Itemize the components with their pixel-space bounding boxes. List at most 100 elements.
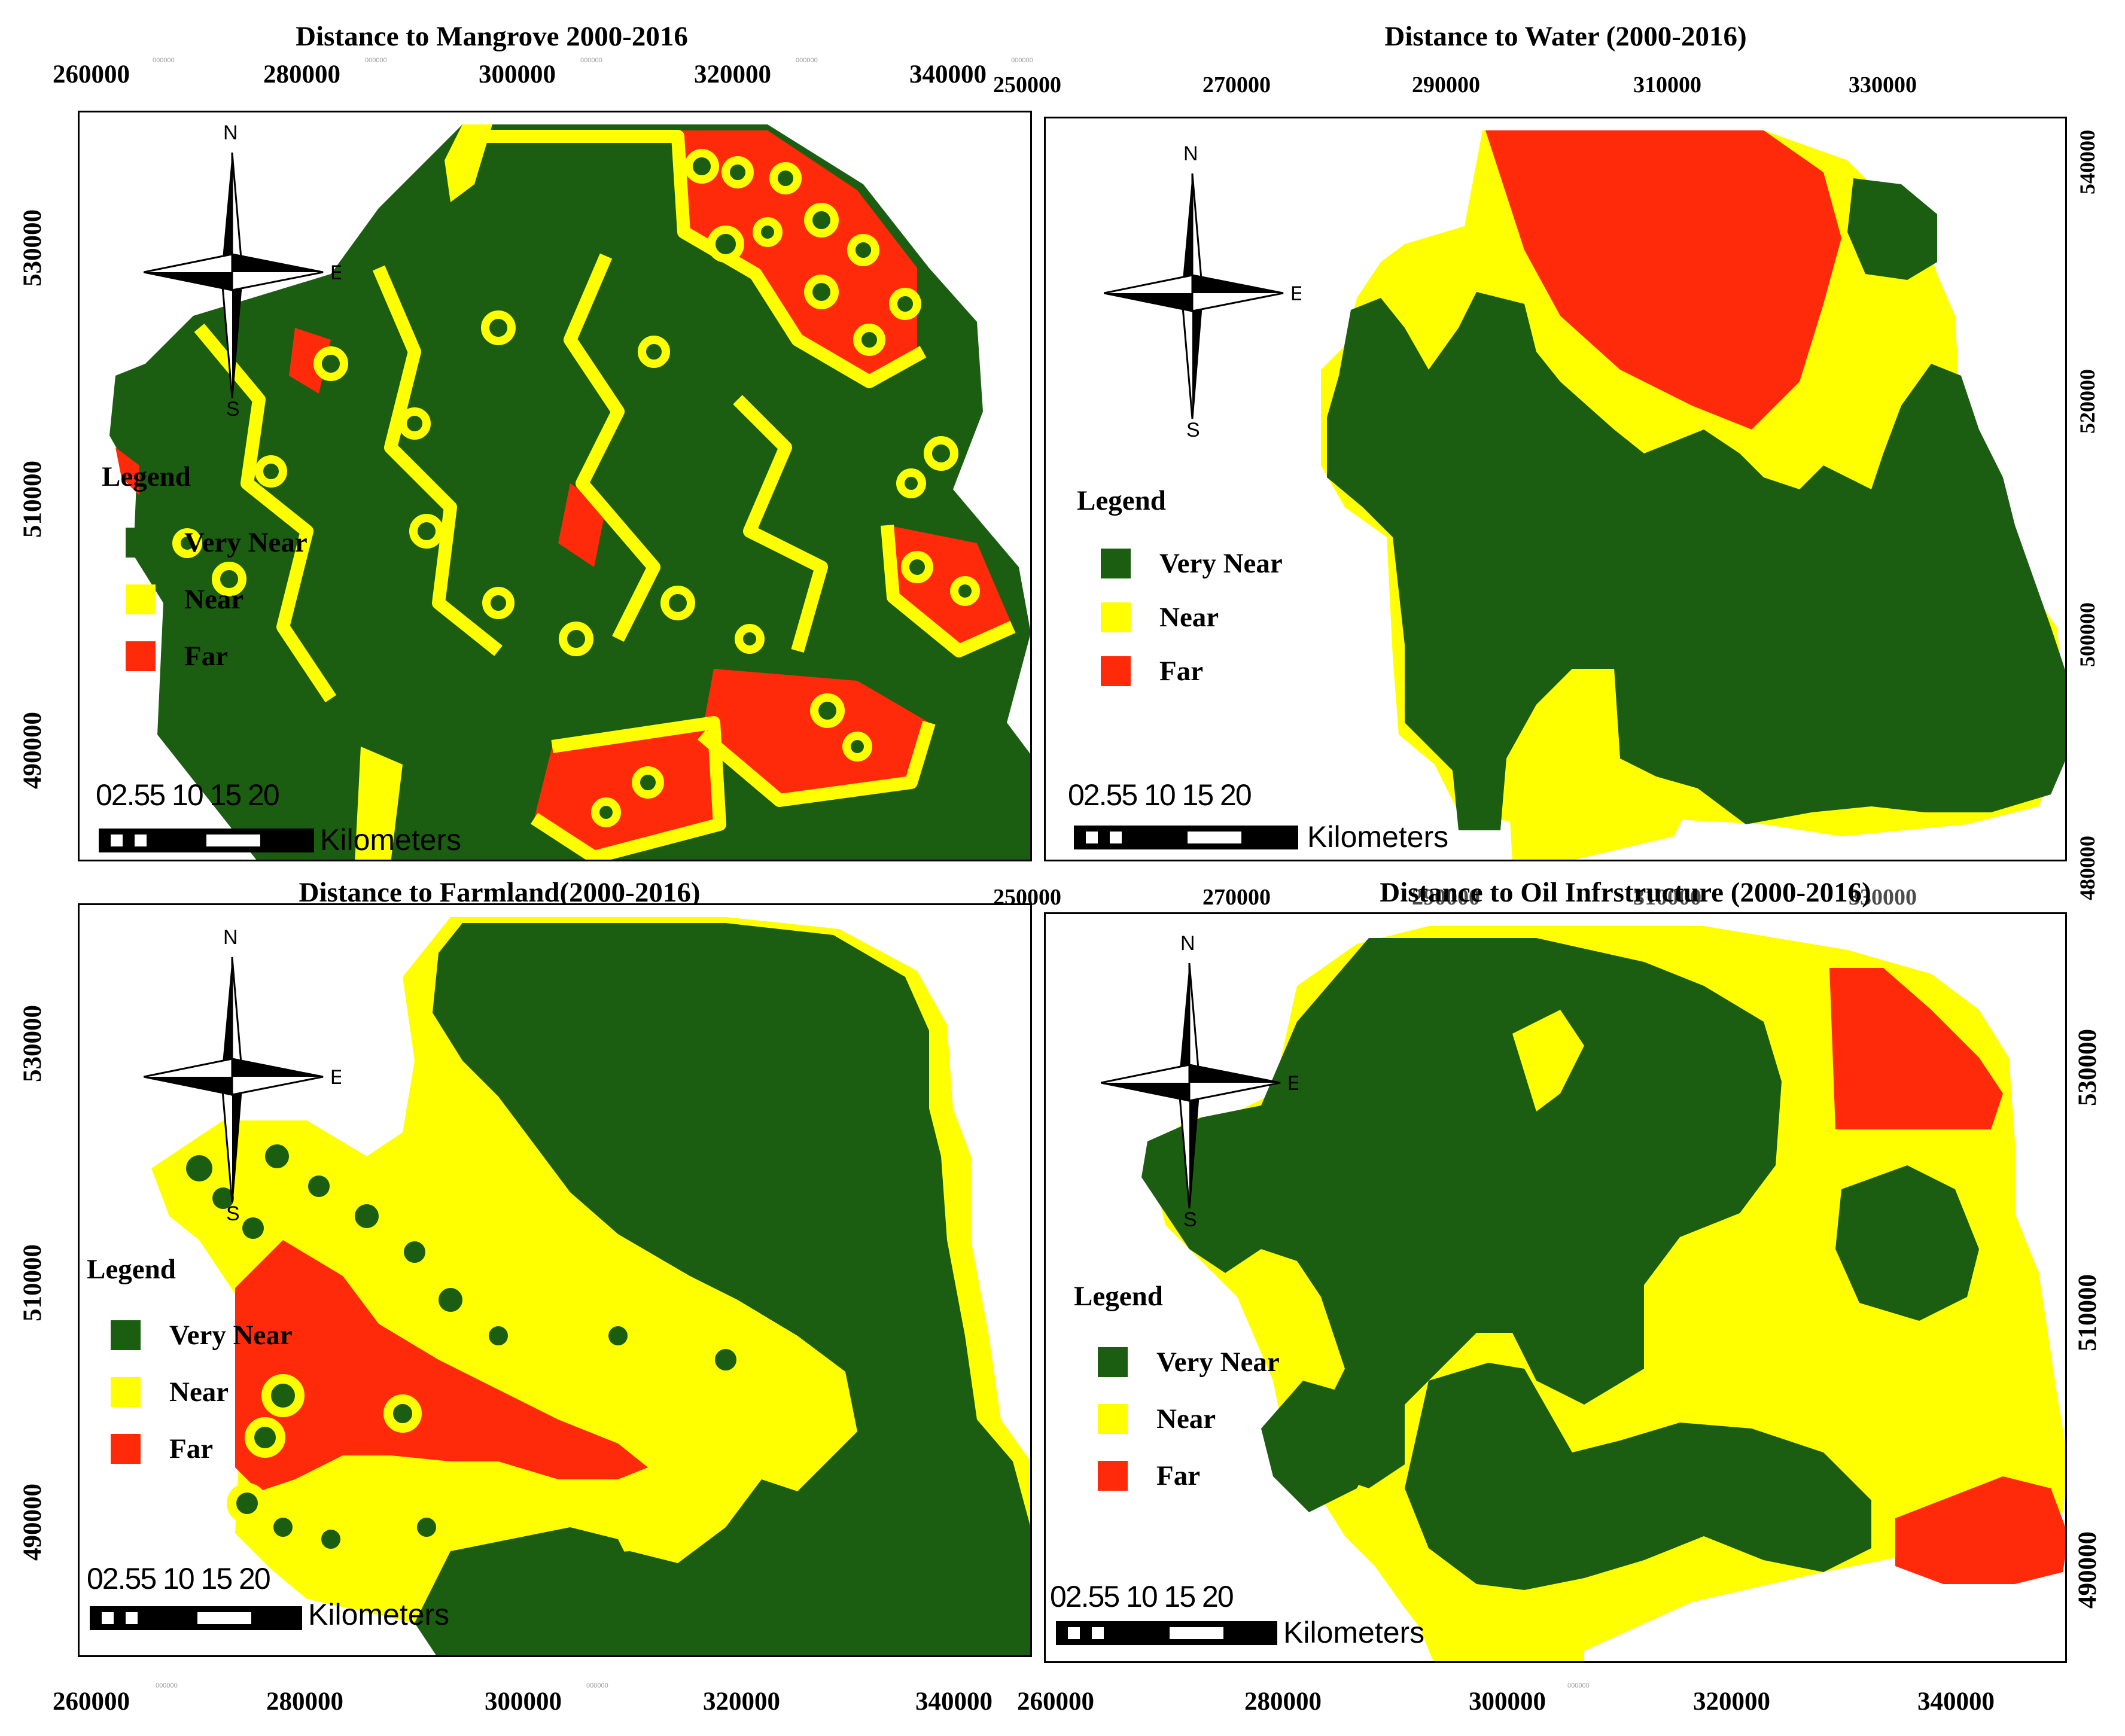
compass-n: N [223,926,238,949]
panel-title-oil: Distance to Oil Infrstructure (2000-2016… [1380,877,1871,908]
x-tick: 330000 [1849,885,1917,910]
swatch-very-near [1098,1347,1128,1377]
legend-title: Legend [87,1254,176,1285]
legend-item-near: Near [111,1376,229,1408]
legend-item-near: Near [1098,1403,1216,1435]
legend-label: Very Near [1156,1347,1280,1378]
map-panel-oil [1044,912,2067,1663]
scale-bar [90,1606,302,1630]
scale-bar [1074,826,1298,849]
map-panel-water [1044,117,2067,861]
swatch-near [111,1377,141,1407]
ghost-label: 000000 [156,1682,178,1689]
compass-e: E [1287,1072,1298,1095]
compass-s: S [1186,419,1200,441]
legend-label: Far [184,641,229,672]
swatch-very-near [126,528,156,558]
x-tick: 260000 [53,60,130,89]
legend-item-near: Near [1101,601,1219,634]
y-tick: 510000 [19,1244,47,1321]
map-panel-mangrove [78,111,1032,861]
scale-numbers: 02.55 10 15 20 [1050,1580,1234,1613]
legend-label: Very Near [184,527,308,558]
y-tick: 510000 [2074,1274,2102,1351]
x-tick: 320000 [703,1688,780,1716]
ghost-label: 000000 [365,57,387,64]
legend-item-very-near: Very Near [126,526,308,559]
y-tick: 490000 [19,712,47,789]
north-arrow-icon: N W E S [1104,142,1301,441]
compass-e: E [330,261,341,284]
scale-unit: Kilometers [1283,1616,1425,1649]
x-tick: 260000 [53,1688,130,1716]
swatch-far [126,641,156,671]
panel-title-mangrove: Distance to Mangrove 2000-2016 [296,21,688,52]
x-tick: 300000 [1469,1688,1546,1716]
swatch-near [1098,1404,1128,1434]
scale-unit: Kilometers [1307,820,1449,854]
compass-e: E [1290,282,1301,305]
ghost-label: 000000 [1011,57,1033,64]
y-tick: 520000 [2075,369,2099,434]
x-tick: 320000 [1693,1688,1770,1716]
map-farmland [151,917,1030,1655]
legend-title: Legend [1074,1281,1163,1312]
swatch-far [1098,1461,1128,1491]
map-panel-farmland [78,903,1032,1657]
swatch-far [111,1434,141,1464]
compass-n: N [1183,142,1198,165]
x-tick: 340000 [915,1688,993,1716]
x-tick: 340000 [909,60,987,89]
legend-label: Near [1156,1403,1216,1435]
compass-s: S [226,1202,240,1225]
x-tick: 310000 [1633,72,1701,98]
legend-item-very-near: Very Near [1101,547,1283,580]
x-tick: 260000 [1017,1688,1094,1716]
ghost-label: 000000 [796,57,818,64]
panel-title-farmland: Distance to Farmland(2000-2016) [299,877,701,908]
x-tick: 300000 [485,1688,562,1716]
swatch-very-near [1101,549,1131,578]
x-tick: 250000 [993,72,1061,98]
north-arrow-icon: N W E S [144,926,341,1225]
x-tick: 310000 [1633,885,1701,910]
scale-numbers: 02.55 10 15 20 [1068,778,1252,812]
y-tick: 540000 [2075,130,2099,194]
y-tick: 510000 [19,461,47,538]
x-tick: 340000 [1917,1688,1995,1716]
compass-n: N [1180,932,1195,955]
scale-numbers: 02.55 10 15 20 [96,778,280,812]
ghost-label: 000000 [153,57,175,64]
y-tick: 490000 [19,1484,47,1561]
map-mangrove [109,124,1030,860]
legend-item-far: Far [111,1433,213,1465]
legend-label: Near [184,584,244,615]
x-tick: 280000 [266,1688,343,1716]
x-tick: 330000 [1849,72,1917,98]
x-tick: 300000 [479,60,556,89]
legend-item-near: Near [126,583,243,616]
legend-label: Very Near [1159,548,1283,579]
legend-label: Far [169,1433,214,1464]
x-tick: 290000 [1412,72,1480,98]
scale-unit: Kilometers [308,1598,450,1631]
swatch-far [1101,656,1131,686]
scale-unit: Kilometers [320,823,462,857]
legend-label: Far [1156,1460,1201,1491]
north-arrow-icon: N W E S [144,121,341,421]
panel-title-water: Distance to Water (2000-2016) [1384,21,1747,52]
legend-label: Far [1159,656,1204,687]
y-tick: 490000 [2074,1531,2102,1609]
y-tick: 530000 [19,1005,47,1082]
legend-item-far: Far [1101,655,1203,687]
compass-e: E [330,1066,341,1089]
y-tick: 480000 [2075,836,2099,900]
legend-label: Near [1159,602,1219,633]
ghost-label: 000000 [586,1682,608,1689]
x-tick: 280000 [1244,1688,1322,1716]
legend-item-far: Far [1098,1460,1200,1492]
legend-item-very-near: Very Near [1098,1346,1280,1378]
map-oil [1141,926,2065,1661]
compass-s: S [226,398,240,421]
x-tick: 290000 [1412,885,1480,910]
